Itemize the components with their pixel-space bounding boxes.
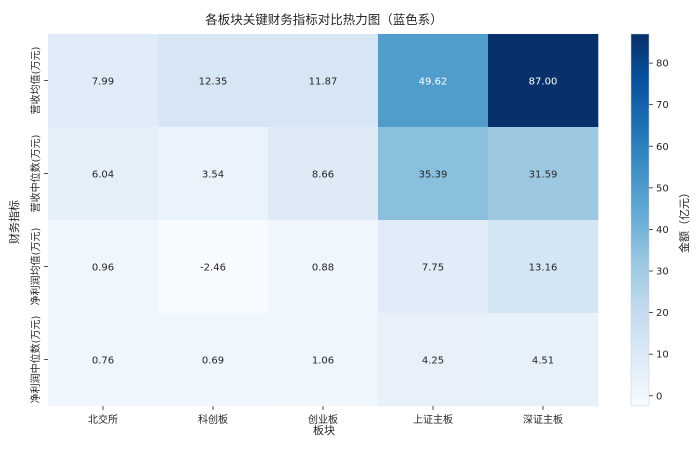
- y-tick-label: 营收均值(万元): [29, 47, 42, 115]
- heatmap-cell: [158, 34, 269, 128]
- colorbar-tick-label: 70: [656, 100, 669, 111]
- colorbar: [630, 33, 650, 407]
- x-axis-ticks: 北交所 科创板 创业板 上证主板 深证主板: [88, 406, 563, 426]
- x-tick-label: 上证主板: [413, 413, 453, 426]
- colorbar-tick-label: 0: [656, 391, 662, 402]
- x-tick-label: 深证主板: [523, 413, 563, 426]
- cell-value-label: 7.75: [422, 263, 444, 274]
- heatmap-cell: [268, 127, 379, 221]
- x-tick-label: 科创板: [198, 413, 228, 426]
- heatmap-cell-labels: 7.99 12.35 11.87 49.62 87.00 6.04 3.54 8.66 35.3…: [92, 77, 557, 367]
- cell-value-label: 4.25: [422, 356, 444, 367]
- x-axis-label: 板块: [313, 423, 335, 437]
- heatmap-cell: [158, 313, 269, 407]
- heatmap-cell: [378, 220, 489, 314]
- colorbar-ticks: 0 10 20 30 40 50 60 70 80: [649, 59, 669, 402]
- heatmap-cell: [268, 34, 379, 128]
- cell-value-label: 0.88: [312, 263, 334, 274]
- heatmap-cell: [48, 313, 159, 407]
- colorbar-tick-label: 30: [656, 267, 669, 278]
- cell-value-label: 49.62: [419, 77, 448, 88]
- heatmap-cell: [48, 34, 159, 128]
- y-axis-ticks: 营收均值(万元) 营收中位数(万元) 净利润均值(万元) 净利润中位数(万元): [29, 47, 48, 404]
- x-tick-label: 创业板: [308, 413, 338, 426]
- heatmap-cell: [48, 220, 159, 314]
- heatmap-cell: [158, 127, 269, 221]
- colorbar-tick-label: 60: [656, 142, 669, 153]
- y-tick-label: 营收中位数(万元): [29, 135, 42, 213]
- cell-value-label: 13.16: [529, 263, 558, 274]
- y-tick-label: 净利润均值(万元): [29, 228, 42, 306]
- cell-value-label: 6.04: [92, 170, 114, 181]
- heatmap-cell: [378, 127, 489, 221]
- cell-value-label: 0.76: [92, 356, 114, 367]
- colorbar-label: 金额（亿元）: [677, 187, 691, 253]
- heatmap-cell: [48, 127, 159, 221]
- heatmap-cell: [268, 313, 379, 407]
- cell-value-label: 3.54: [202, 170, 224, 181]
- cell-value-label: 8.66: [312, 170, 334, 181]
- colorbar-tick-label: 10: [656, 350, 669, 361]
- cell-value-label: 12.35: [199, 77, 228, 88]
- colorbar-tick-label: 80: [656, 59, 669, 70]
- cell-value-label: 0.96: [92, 263, 114, 274]
- heatmap-cell: [488, 220, 599, 314]
- cell-value-label: 7.99: [92, 77, 114, 88]
- colorbar-tick-label: 40: [656, 225, 669, 236]
- heatmap-cell: [378, 34, 489, 128]
- heatmap-cell: [488, 34, 599, 128]
- cell-value-label: 11.87: [309, 77, 338, 88]
- x-tick-label: 北交所: [88, 413, 118, 426]
- heatmap-cells: [48, 34, 599, 407]
- cell-value-label: -2.46: [200, 263, 226, 274]
- cell-value-label: 0.69: [202, 356, 224, 367]
- heatmap-cell: [268, 220, 379, 314]
- heatmap-cell: [488, 127, 599, 221]
- cell-value-label: 1.06: [312, 356, 334, 367]
- cell-value-label: 4.51: [532, 356, 554, 367]
- colorbar-tick-label: 50: [656, 183, 669, 194]
- cell-value-label: 31.59: [529, 170, 558, 181]
- y-tick-label: 净利润中位数(万元): [29, 316, 42, 404]
- chart-title: 各板块关键财务指标对比热力图（蓝色系）: [205, 12, 443, 27]
- cell-value-label: 35.39: [419, 170, 448, 181]
- heatmap-cell: [378, 313, 489, 407]
- y-axis-label: 财务指标: [7, 200, 21, 244]
- heatmap-cell: [488, 313, 599, 407]
- cell-value-label: 87.00: [529, 77, 558, 88]
- heatmap-cell: [158, 220, 269, 314]
- colorbar-tick-label: 20: [656, 308, 669, 319]
